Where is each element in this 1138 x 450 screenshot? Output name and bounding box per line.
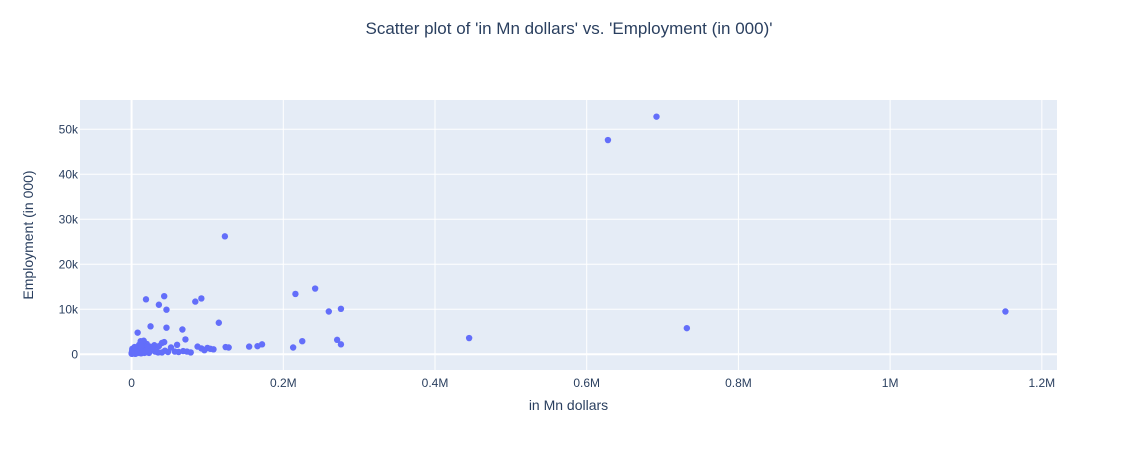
x-tick-label: 1.2M [1028, 376, 1055, 390]
data-point[interactable] [198, 295, 205, 302]
tick-labels: 0 0.2M 0.4M 0.6M 0.8M 1M 1.2M 0 10k 20k 30k 40k 50k [59, 122, 1056, 390]
x-tick-label: 0.2M [270, 376, 297, 390]
data-point[interactable] [167, 344, 175, 351]
data-point[interactable] [155, 301, 163, 308]
y-tick-label: 0 [71, 347, 78, 361]
y-tick-label: 20k [59, 257, 79, 271]
data-point[interactable] [182, 336, 189, 343]
data-point[interactable] [683, 324, 691, 332]
data-point[interactable] [154, 349, 162, 356]
y-tick-label: 10k [59, 302, 79, 316]
x-axis-title: in Mn dollars [529, 397, 608, 413]
data-point[interactable] [245, 343, 253, 350]
data-point[interactable] [299, 338, 306, 345]
data-point[interactable] [221, 233, 229, 240]
x-tick-label: 0 [128, 376, 135, 390]
data-point[interactable] [160, 293, 168, 300]
data-point[interactable] [142, 296, 150, 303]
plot-area [80, 100, 1057, 370]
y-tick-label: 50k [59, 122, 79, 136]
data-point[interactable] [311, 285, 319, 292]
data-point[interactable] [150, 345, 157, 353]
data-points [128, 113, 1009, 357]
grid-lines [80, 100, 1057, 370]
data-point[interactable] [171, 348, 179, 355]
y-tick-label: 30k [59, 212, 79, 226]
data-point[interactable] [325, 308, 333, 315]
x-tick-label: 0.4M [422, 376, 449, 390]
data-point[interactable] [134, 329, 141, 336]
data-point[interactable] [173, 341, 181, 348]
data-point[interactable] [254, 342, 261, 350]
data-point[interactable] [1002, 308, 1009, 315]
x-tick-label: 0.8M [725, 376, 752, 390]
data-point[interactable] [465, 334, 473, 342]
chart-title: Scatter plot of 'in Mn dollars' vs. 'Emp… [366, 19, 773, 38]
data-point[interactable] [292, 290, 299, 298]
data-point[interactable] [179, 326, 186, 333]
data-point[interactable] [128, 350, 136, 357]
data-point[interactable] [604, 136, 612, 144]
data-point[interactable] [163, 306, 170, 313]
data-point[interactable] [147, 323, 154, 330]
y-axis-title: Employment (in 000) [20, 170, 36, 299]
x-tick-label: 0.6M [573, 376, 600, 390]
data-point[interactable] [192, 298, 199, 305]
data-point[interactable] [333, 336, 341, 344]
data-point[interactable] [289, 344, 297, 351]
data-point[interactable] [194, 343, 201, 350]
data-point[interactable] [653, 113, 660, 120]
y-tick-label: 40k [59, 167, 79, 181]
data-point[interactable] [337, 341, 345, 348]
data-point[interactable] [337, 305, 345, 312]
data-point[interactable] [163, 324, 170, 331]
data-point[interactable] [222, 343, 229, 351]
x-tick-label: 1M [882, 376, 899, 390]
data-point[interactable] [215, 319, 223, 326]
